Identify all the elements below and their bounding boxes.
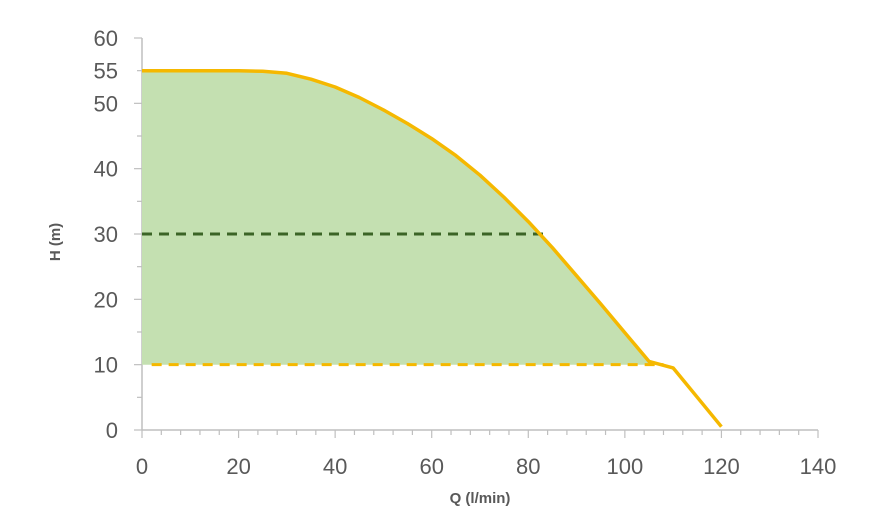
x-tick-label: 100 bbox=[606, 454, 643, 479]
x-tick-label: 60 bbox=[419, 454, 443, 479]
y-axis-title: H (m) bbox=[47, 223, 64, 261]
y-tick-label: 20 bbox=[94, 287, 118, 312]
x-tick-label: 80 bbox=[516, 454, 540, 479]
x-axis-title: Q (l/min) bbox=[450, 490, 511, 507]
operating-range-area bbox=[142, 70, 662, 365]
y-tick-label: 50 bbox=[94, 91, 118, 116]
x-tick-label: 20 bbox=[226, 454, 250, 479]
y-tick-label: 30 bbox=[94, 222, 118, 247]
tick-labels: 0 20 40 60 80 100 120 140 0 10 20 30 40 50 55 60 bbox=[94, 26, 837, 479]
y-tick-label: 40 bbox=[94, 157, 118, 182]
pump-performance-curve bbox=[142, 68, 723, 428]
x-tick-label: 0 bbox=[136, 454, 148, 479]
y-tick-label: 10 bbox=[94, 353, 118, 378]
y-tick-label: 55 bbox=[94, 59, 118, 84]
y-tick-label: 0 bbox=[106, 418, 118, 443]
x-tick-label: 40 bbox=[323, 454, 347, 479]
x-tick-label: 120 bbox=[703, 454, 740, 479]
x-tick-label: 140 bbox=[800, 454, 837, 479]
plot-area bbox=[142, 68, 723, 428]
y-tick-label: 60 bbox=[94, 26, 118, 51]
